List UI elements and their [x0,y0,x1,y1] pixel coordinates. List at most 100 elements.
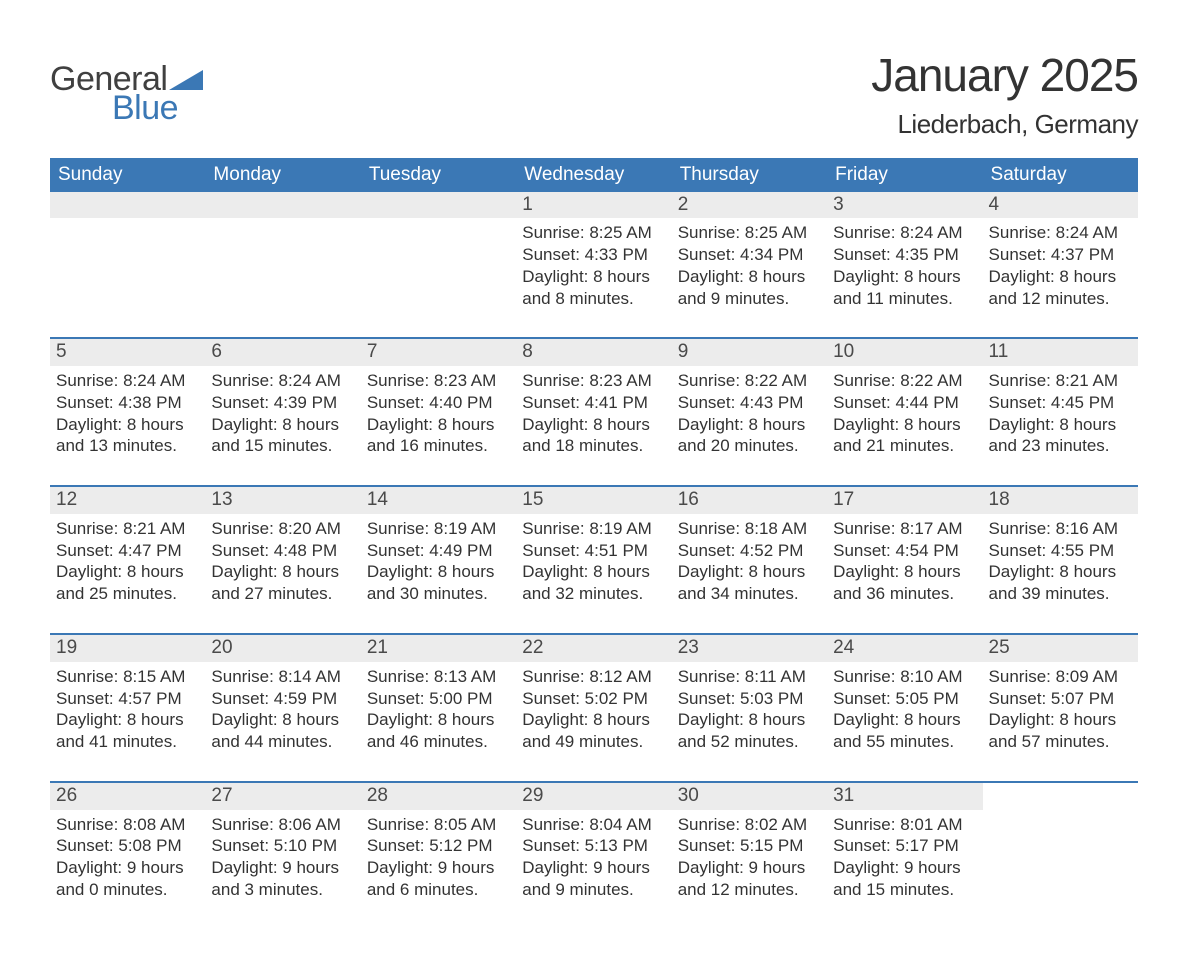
day-cell: 12Sunrise: 8:21 AMSunset: 4:47 PMDayligh… [50,486,205,634]
day-sunrise: Sunrise: 8:25 AM [678,222,821,244]
day-sunset: Sunset: 4:52 PM [678,540,821,562]
day-d2: and 44 minutes. [211,731,354,753]
day-sunrise: Sunrise: 8:24 AM [833,222,976,244]
day-sunrise: Sunrise: 8:15 AM [56,666,199,688]
day-cell: 29Sunrise: 8:04 AMSunset: 5:13 PMDayligh… [516,782,671,929]
week-row: 12Sunrise: 8:21 AMSunset: 4:47 PMDayligh… [50,486,1138,634]
day-cell: 9Sunrise: 8:22 AMSunset: 4:43 PMDaylight… [672,338,827,486]
day-sunset: Sunset: 5:15 PM [678,835,821,857]
day-content: Sunrise: 8:20 AMSunset: 4:48 PMDaylight:… [205,514,360,633]
day-sunset: Sunset: 4:48 PM [211,540,354,562]
day-content: Sunrise: 8:12 AMSunset: 5:02 PMDaylight:… [516,662,671,781]
day-number: 22 [516,635,671,662]
day-content: Sunrise: 8:10 AMSunset: 5:05 PMDaylight:… [827,662,982,781]
day-cell: 21Sunrise: 8:13 AMSunset: 5:00 PMDayligh… [361,634,516,782]
day-number: 9 [672,339,827,366]
day-header-thursday: Thursday [672,158,827,192]
day-d1: Daylight: 9 hours [522,857,665,879]
day-d2: and 12 minutes. [989,288,1132,310]
day-content: Sunrise: 8:16 AMSunset: 4:55 PMDaylight:… [983,514,1138,633]
day-sunrise: Sunrise: 8:24 AM [989,222,1132,244]
day-number: 16 [672,487,827,514]
day-number: 7 [361,339,516,366]
day-sunset: Sunset: 5:00 PM [367,688,510,710]
day-sunrise: Sunrise: 8:24 AM [56,370,199,392]
day-cell: 22Sunrise: 8:12 AMSunset: 5:02 PMDayligh… [516,634,671,782]
day-sunset: Sunset: 4:40 PM [367,392,510,414]
day-sunrise: Sunrise: 8:08 AM [56,814,199,836]
day-content: Sunrise: 8:22 AMSunset: 4:43 PMDaylight:… [672,366,827,485]
day-cell [983,782,1138,929]
day-content: Sunrise: 8:18 AMSunset: 4:52 PMDaylight:… [672,514,827,633]
day-d2: and 36 minutes. [833,583,976,605]
day-content: Sunrise: 8:24 AMSunset: 4:37 PMDaylight:… [983,218,1138,337]
day-d1: Daylight: 9 hours [367,857,510,879]
day-cell: 19Sunrise: 8:15 AMSunset: 4:57 PMDayligh… [50,634,205,782]
day-cell: 5Sunrise: 8:24 AMSunset: 4:38 PMDaylight… [50,338,205,486]
day-sunset: Sunset: 4:38 PM [56,392,199,414]
day-cell: 10Sunrise: 8:22 AMSunset: 4:44 PMDayligh… [827,338,982,486]
day-sunset: Sunset: 4:39 PM [211,392,354,414]
day-cell: 28Sunrise: 8:05 AMSunset: 5:12 PMDayligh… [361,782,516,929]
day-number: 14 [361,487,516,514]
day-number: 13 [205,487,360,514]
day-number: 19 [50,635,205,662]
day-d2: and 15 minutes. [211,435,354,457]
day-header-row: SundayMondayTuesdayWednesdayThursdayFrid… [50,158,1138,192]
day-content: Sunrise: 8:23 AMSunset: 4:40 PMDaylight:… [361,366,516,485]
day-cell: 8Sunrise: 8:23 AMSunset: 4:41 PMDaylight… [516,338,671,486]
day-number: 2 [672,192,827,219]
day-content: Sunrise: 8:25 AMSunset: 4:34 PMDaylight:… [672,218,827,337]
day-sunset: Sunset: 5:12 PM [367,835,510,857]
day-d2: and 13 minutes. [56,435,199,457]
day-sunset: Sunset: 4:41 PM [522,392,665,414]
day-d1: Daylight: 9 hours [56,857,199,879]
day-sunset: Sunset: 5:05 PM [833,688,976,710]
day-cell: 1Sunrise: 8:25 AMSunset: 4:33 PMDaylight… [516,192,671,339]
logo-triangle-icon [169,70,203,90]
day-sunset: Sunset: 5:13 PM [522,835,665,857]
day-d2: and 49 minutes. [522,731,665,753]
day-sunset: Sunset: 4:43 PM [678,392,821,414]
day-sunrise: Sunrise: 8:01 AM [833,814,976,836]
day-sunrise: Sunrise: 8:10 AM [833,666,976,688]
day-sunset: Sunset: 4:51 PM [522,540,665,562]
day-number: 5 [50,339,205,366]
day-content [361,218,516,306]
day-d1: Daylight: 8 hours [522,561,665,583]
day-number: 23 [672,635,827,662]
week-row: 19Sunrise: 8:15 AMSunset: 4:57 PMDayligh… [50,634,1138,782]
day-cell: 16Sunrise: 8:18 AMSunset: 4:52 PMDayligh… [672,486,827,634]
day-number: 20 [205,635,360,662]
day-cell: 23Sunrise: 8:11 AMSunset: 5:03 PMDayligh… [672,634,827,782]
day-number: 6 [205,339,360,366]
day-sunset: Sunset: 4:55 PM [989,540,1132,562]
day-d1: Daylight: 8 hours [833,414,976,436]
day-sunrise: Sunrise: 8:11 AM [678,666,821,688]
day-d2: and 12 minutes. [678,879,821,901]
day-number: 15 [516,487,671,514]
day-sunrise: Sunrise: 8:19 AM [522,518,665,540]
day-cell: 4Sunrise: 8:24 AMSunset: 4:37 PMDaylight… [983,192,1138,339]
day-cell: 13Sunrise: 8:20 AMSunset: 4:48 PMDayligh… [205,486,360,634]
day-number: 26 [50,783,205,810]
day-d1: Daylight: 8 hours [678,414,821,436]
day-d1: Daylight: 8 hours [367,414,510,436]
day-d2: and 25 minutes. [56,583,199,605]
day-d1: Daylight: 8 hours [211,414,354,436]
day-number: 1 [516,192,671,219]
day-d1: Daylight: 8 hours [522,414,665,436]
day-sunrise: Sunrise: 8:02 AM [678,814,821,836]
day-cell [361,192,516,339]
day-number: 21 [361,635,516,662]
day-header-tuesday: Tuesday [361,158,516,192]
day-number: 11 [983,339,1138,366]
day-d1: Daylight: 8 hours [833,709,976,731]
day-sunset: Sunset: 4:33 PM [522,244,665,266]
day-number [361,192,516,219]
day-d1: Daylight: 8 hours [989,561,1132,583]
day-number: 25 [983,635,1138,662]
day-d2: and 3 minutes. [211,879,354,901]
month-year: January 2025 [871,50,1138,101]
day-d2: and 16 minutes. [367,435,510,457]
